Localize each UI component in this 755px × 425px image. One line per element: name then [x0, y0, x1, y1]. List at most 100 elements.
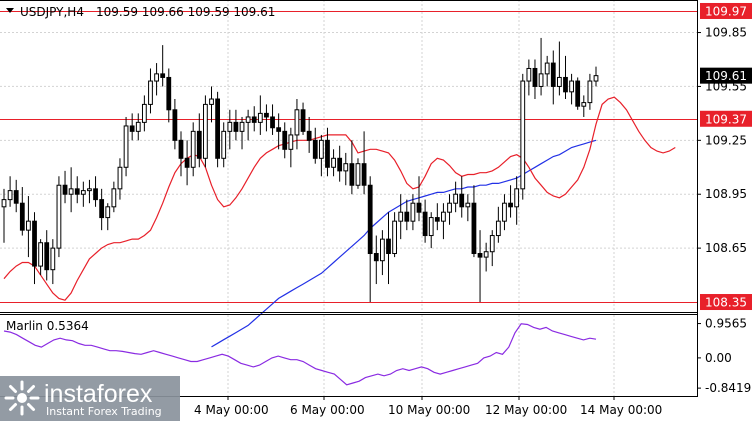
candle [349, 140, 355, 195]
candle [111, 181, 117, 213]
x-tick-label: 14 May 00:00 [580, 403, 662, 417]
candle [392, 212, 397, 258]
candle [276, 113, 282, 150]
candle [13, 179, 19, 213]
candle [196, 113, 202, 168]
brand-name: instaforex [44, 380, 153, 408]
candle [508, 185, 513, 218]
candle [93, 176, 98, 207]
y-tick-label: 108.65 [705, 241, 747, 255]
candle [7, 176, 13, 207]
symbol-label: USDJPY,H4 [20, 5, 84, 19]
candle [404, 199, 410, 231]
candle [434, 203, 440, 231]
candle [495, 206, 501, 243]
candle [227, 109, 233, 150]
candle [441, 203, 446, 240]
candle [215, 91, 221, 168]
candle [50, 239, 56, 285]
candle [68, 167, 74, 213]
candle [337, 145, 343, 182]
candle [166, 68, 172, 123]
candle [148, 68, 153, 114]
candle [569, 73, 574, 105]
level-price-label: 109.97 [700, 2, 752, 19]
candle [141, 95, 147, 132]
candle [282, 122, 288, 159]
candle [422, 199, 428, 243]
symbol-header: USDJPY,H4 109.59 109.66 109.59 109.61 [6, 5, 275, 19]
indicator-y-tick-label: -0.8419 [705, 381, 751, 395]
candle [154, 63, 159, 96]
brand-tagline: Instant Forex Trading [46, 405, 162, 418]
candle [428, 212, 434, 249]
candle [135, 113, 141, 141]
y-tick-label: 109.25 [705, 133, 747, 147]
candle [544, 55, 550, 87]
candle [325, 127, 330, 177]
main-pane [0, 0, 697, 312]
candle [123, 116, 129, 177]
candle [471, 185, 477, 258]
indicator-y-axis: 0.9565 0.00 -0.8419 [697, 317, 751, 395]
candle [19, 187, 25, 236]
brand-logo: instaforex Instant Forex Trading [0, 376, 180, 421]
candle [99, 188, 105, 231]
x-tick-label: 12 May 00:00 [485, 403, 567, 417]
candle [477, 230, 483, 303]
svg-text:109.97: 109.97 [705, 4, 747, 18]
candle [178, 131, 184, 177]
candle [453, 181, 459, 213]
candle [550, 50, 556, 105]
candle [184, 140, 190, 186]
candle [343, 152, 349, 186]
svg-text:109.61: 109.61 [705, 69, 747, 83]
candle [32, 212, 37, 285]
candle [538, 37, 544, 96]
candle [367, 176, 373, 303]
candle [172, 99, 178, 150]
candle [587, 73, 593, 110]
candle [373, 235, 379, 285]
y-tick-label: 109.85 [705, 26, 747, 40]
candle [459, 176, 465, 218]
candle [502, 194, 507, 231]
candle [300, 102, 306, 135]
svg-text:109.37: 109.37 [705, 112, 747, 126]
candle [483, 242, 489, 272]
candle [447, 194, 452, 225]
candle [56, 176, 62, 258]
candle [62, 170, 68, 204]
candle [239, 116, 245, 150]
candle [416, 176, 422, 222]
candle [245, 109, 251, 141]
y-tick-label: 108.95 [705, 187, 747, 201]
candle [514, 176, 520, 225]
x-tick-label: 6 May 00:00 [290, 403, 365, 417]
candle [87, 179, 92, 204]
candle [80, 181, 86, 207]
candle [160, 45, 166, 87]
candle [26, 196, 31, 258]
candle [190, 122, 196, 177]
candle [410, 194, 416, 231]
candle [209, 86, 214, 123]
indicator-label: Marlin 0.5364 [6, 319, 89, 333]
x-tick-label: 10 May 00:00 [388, 403, 470, 417]
candle [294, 99, 300, 150]
candle [556, 41, 562, 96]
candle [532, 59, 538, 100]
candle [581, 95, 587, 117]
candle [331, 149, 336, 177]
candle [379, 230, 385, 276]
candle [465, 194, 471, 222]
ma-fast-line [3, 96, 676, 301]
candle [312, 127, 318, 164]
candle [520, 73, 526, 200]
candle [386, 212, 391, 285]
candle [203, 95, 208, 168]
candle [361, 131, 367, 195]
